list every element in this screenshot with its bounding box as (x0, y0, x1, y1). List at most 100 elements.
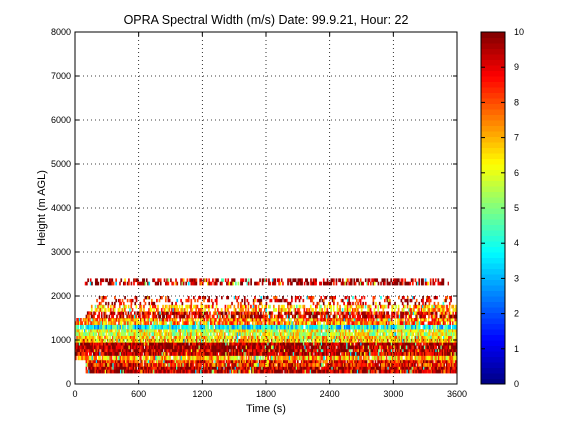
heatmap-cell (166, 324, 169, 330)
heatmap-cell (149, 311, 151, 316)
heatmap-cell (400, 363, 402, 367)
heatmap-cell (258, 363, 261, 367)
heatmap-cell (400, 366, 402, 371)
heatmap-cell (113, 363, 116, 367)
heatmap-cell (127, 318, 129, 322)
heatmap-cell (183, 311, 186, 316)
heatmap-cell (193, 314, 196, 319)
heatmap-cell (330, 355, 333, 361)
heatmap-cell (188, 363, 191, 367)
heatmap-cell (81, 335, 84, 340)
heatmap-cell (428, 311, 430, 316)
heatmap-cell (362, 332, 365, 336)
heatmap-cell (108, 369, 111, 374)
heatmap-cell (134, 369, 136, 374)
heatmap-cell (254, 332, 257, 336)
heatmap-cell (437, 359, 439, 364)
heatmap-cell (322, 332, 324, 336)
heatmap-cell (100, 348, 103, 353)
heatmap-cell (243, 332, 245, 336)
heatmap-cell (425, 329, 427, 333)
heatmap-cell (333, 335, 336, 340)
heatmap-cell (235, 321, 238, 325)
heatmap-cell (388, 342, 390, 346)
heatmap-cell (352, 338, 355, 343)
heatmap-cell (381, 314, 383, 319)
heatmap-cell (218, 332, 221, 336)
heatmap-cell (402, 324, 404, 330)
heatmap-cell (183, 359, 186, 364)
heatmap-cell (189, 345, 192, 350)
heatmap-cell (328, 329, 331, 333)
heatmap-cell (247, 366, 249, 371)
heatmap-cell (331, 366, 334, 371)
heatmap-cell (393, 345, 395, 350)
heatmap-cell (257, 321, 259, 325)
heatmap-cell (382, 369, 384, 374)
heatmap-cell (309, 329, 311, 333)
heatmap-cell (147, 329, 150, 333)
heatmap-cell (246, 348, 249, 353)
heatmap-cell (318, 348, 320, 353)
heatmap-cell (132, 329, 134, 333)
heatmap-cell (306, 345, 309, 350)
heatmap-cell (119, 324, 122, 330)
heatmap-cell (301, 321, 304, 325)
heatmap-cell (367, 332, 370, 336)
heatmap-cell (120, 345, 123, 350)
heatmap-cell (374, 314, 377, 319)
heatmap-cell (192, 304, 195, 309)
heatmap-cell (100, 311, 103, 316)
heatmap-cell (163, 369, 165, 374)
heatmap-cell (427, 342, 430, 346)
heatmap-cell (420, 348, 422, 353)
heatmap-cell (216, 342, 219, 346)
heatmap-cell (408, 324, 411, 330)
heatmap-cell (374, 311, 377, 316)
heatmap-cell (111, 332, 114, 336)
heatmap-cell (266, 332, 268, 336)
heatmap-cell (117, 332, 119, 336)
heatmap-cell (136, 332, 138, 336)
heatmap-cell (273, 332, 276, 336)
heatmap-cell (354, 314, 356, 319)
heatmap-cell (77, 352, 80, 356)
heatmap-cell (329, 338, 332, 343)
heatmap-cell (136, 352, 138, 356)
heatmap-cell (88, 311, 90, 316)
heatmap-cell (329, 335, 332, 340)
heatmap-cell (91, 329, 94, 333)
heatmap-cell (326, 314, 328, 319)
heatmap-cell (268, 324, 271, 330)
heatmap-cell (294, 329, 296, 333)
heatmap-cell (358, 366, 360, 371)
heatmap-cell (367, 366, 369, 371)
heatmap-cell (395, 345, 398, 350)
heatmap-cell (117, 318, 119, 322)
heatmap-cell (434, 342, 436, 346)
heatmap-cell (402, 359, 405, 364)
heatmap-cell (367, 342, 370, 346)
heatmap-cell (421, 366, 424, 371)
heatmap-cell (206, 345, 208, 350)
heatmap-cell (302, 355, 305, 361)
heatmap-cell (336, 329, 338, 333)
heatmap-cell (91, 355, 94, 361)
heatmap-cell (153, 311, 155, 316)
heatmap-cell (367, 321, 370, 325)
heatmap-cell (402, 363, 405, 367)
heatmap-cell (423, 345, 426, 350)
heatmap-cell (86, 314, 89, 319)
heatmap-cell (274, 366, 276, 371)
heatmap-cell (323, 335, 325, 340)
heatmap-cell (226, 329, 229, 333)
heatmap-cell (118, 329, 120, 333)
heatmap-cell (299, 352, 301, 356)
heatmap-cell (248, 311, 251, 316)
heatmap-cell (396, 363, 398, 367)
heatmap-cell (279, 311, 281, 316)
heatmap-cell (424, 369, 426, 374)
heatmap-cell (432, 342, 435, 346)
heatmap-cell (171, 332, 174, 336)
heatmap-cell (290, 321, 292, 325)
